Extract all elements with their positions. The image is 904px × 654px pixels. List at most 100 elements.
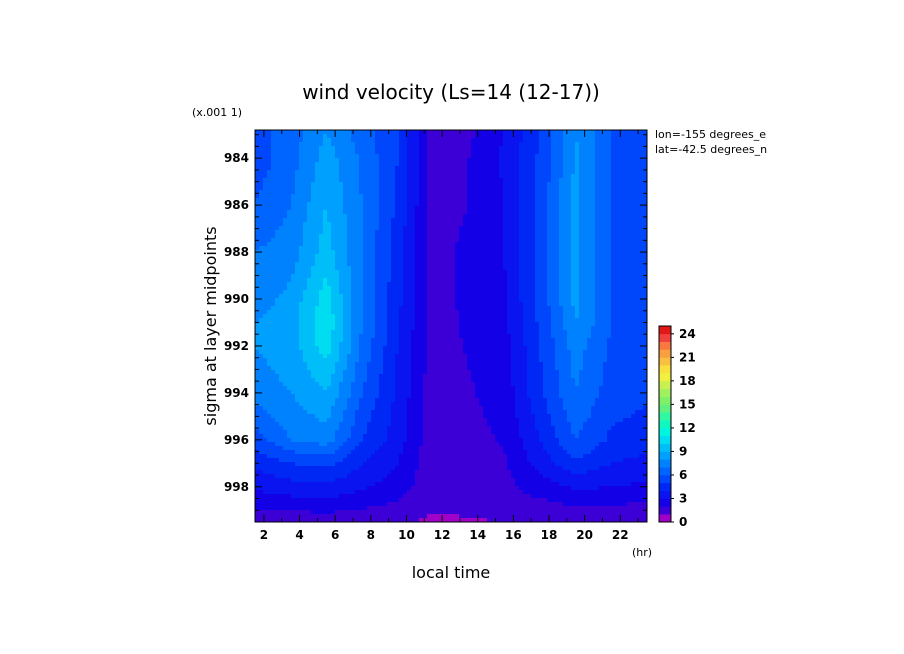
contour-cell [471,286,476,291]
contour-cell [431,254,436,259]
contour-cell [419,286,424,291]
contour-cell [263,186,268,191]
contour-cell [311,294,316,299]
contour-cell [431,250,436,255]
contour-cell [607,266,612,271]
contour-cell [443,178,448,183]
contour-cell [619,134,624,139]
contour-cell [495,138,500,143]
contour-cell [427,246,432,251]
contour-cell [627,294,632,299]
contour-cell [427,218,432,223]
contour-cell [367,270,372,275]
contour-cell [583,190,588,195]
contour-cell [539,150,544,155]
contour-cell [507,142,512,147]
contour-cell [591,266,596,271]
contour-cell [475,254,480,259]
contour-cell [359,154,364,159]
contour-cell [515,150,520,155]
contour-cell [563,178,568,183]
contour-cell [327,242,332,247]
contour-cell [587,302,592,307]
contour-cell [395,330,400,335]
contour-cell [531,178,536,183]
contour-cell [431,246,436,251]
contour-cell [615,178,620,183]
contour-cell [395,226,400,231]
contour-cell [299,258,304,263]
contour-cell [323,322,328,327]
contour-cell [559,202,564,207]
contour-cell [287,326,292,331]
contour-cell [479,194,484,199]
contour-cell [583,234,588,239]
contour-cell [539,174,544,179]
contour-cell [567,234,572,239]
contour-cell [323,138,328,143]
contour-cell [447,242,452,247]
contour-cell [419,234,424,239]
contour-cell [527,186,532,191]
contour-cell [587,310,592,315]
contour-cell [299,302,304,307]
contour-cell [343,322,348,327]
contour-cell [611,250,616,255]
contour-cell [551,270,556,275]
contour-cell [271,310,276,315]
contour-cell [535,190,540,195]
contour-cell [443,290,448,295]
contour-cell [427,170,432,175]
contour-cell [575,186,580,191]
contour-cell [363,326,368,331]
contour-cell [395,210,400,215]
contour-cell [623,214,628,219]
contour-cell [295,174,300,179]
contour-cell [463,234,468,239]
contour-cell [439,262,444,267]
contour-cell [567,130,572,135]
contour-cell [451,242,456,247]
contour-cell [475,330,480,335]
contour-cell [311,234,316,239]
contour-cell [263,258,268,263]
contour-cell [547,142,552,147]
contour-cell [323,158,328,163]
contour-cell [267,262,272,267]
contour-cell [439,178,444,183]
contour-cell [391,218,396,223]
contour-cell [399,190,404,195]
contour-cell [587,138,592,143]
contour-cell [439,158,444,163]
contour-cell [351,178,356,183]
contour-cell [479,214,484,219]
contour-cell [627,242,632,247]
contour-cell [507,154,512,159]
contour-cell [439,150,444,155]
contour-cell [531,266,536,271]
contour-cell [291,162,296,167]
contour-cell [531,142,536,147]
contour-cell [555,202,560,207]
contour-cell [259,270,264,275]
contour-cell [355,230,360,235]
contour-cell [279,314,284,319]
contour-cell [399,226,404,231]
contour-cell [411,318,416,323]
contour-cell [575,326,580,331]
contour-cell [467,166,472,171]
contour-cell [591,190,596,195]
contour-cell [611,278,616,283]
contour-cell [639,146,644,151]
contour-cell [451,158,456,163]
contour-cell [491,174,496,179]
contour-cell [311,166,316,171]
contour-cell [355,326,360,331]
contour-cell [347,234,352,239]
contour-cell [603,134,608,139]
contour-cell [283,194,288,199]
contour-cell [279,302,284,307]
contour-cell [643,298,647,303]
contour-cell [551,142,556,147]
contour-cell [631,262,636,267]
